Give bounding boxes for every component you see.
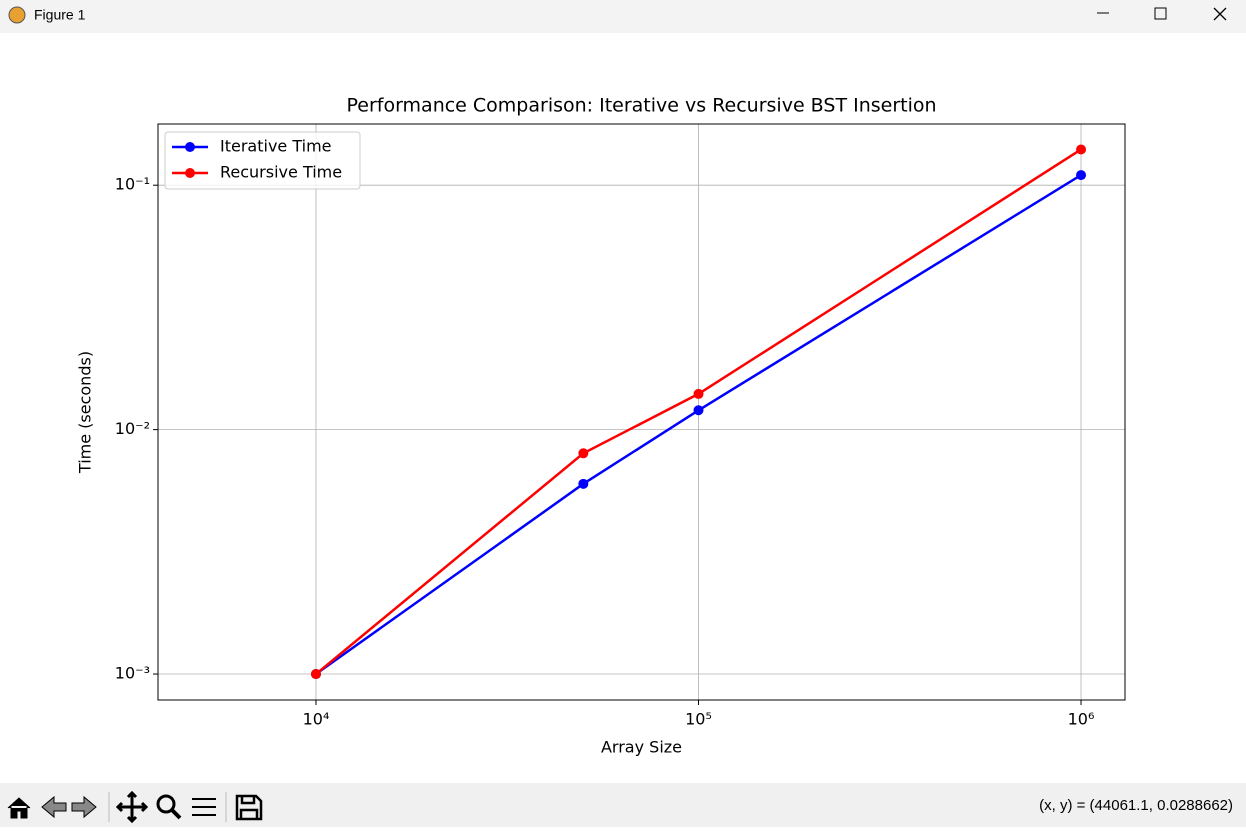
data-point bbox=[1076, 170, 1087, 181]
chart: Performance Comparison: Iterative vs Rec… bbox=[76, 95, 1126, 757]
data-point bbox=[578, 448, 589, 459]
status-text: (x, y) = (44061.1, 0.0288662) bbox=[1039, 797, 1233, 814]
y-tick-label: 10⁻¹ bbox=[115, 175, 150, 194]
close-button[interactable] bbox=[1213, 7, 1227, 21]
legend-label: Recursive Time bbox=[220, 163, 342, 182]
legend-marker bbox=[185, 142, 195, 152]
window-title: Figure 1 bbox=[34, 7, 86, 23]
toolbar bbox=[0, 783, 1246, 827]
series-line bbox=[315, 148, 1082, 675]
zoom-handle bbox=[170, 808, 182, 820]
data-point bbox=[693, 405, 704, 416]
legend-label: Iterative Time bbox=[220, 137, 332, 156]
data-point bbox=[310, 669, 321, 680]
legend-marker bbox=[185, 168, 195, 178]
plot-frame bbox=[157, 123, 1126, 701]
y-tick-label: 10⁻³ bbox=[115, 664, 150, 683]
x-tick-label: 10⁴ bbox=[303, 710, 330, 729]
data-point bbox=[578, 478, 589, 489]
back-button[interactable] bbox=[41, 795, 67, 819]
zoom-button[interactable] bbox=[156, 794, 176, 814]
home-button[interactable] bbox=[7, 797, 31, 819]
configure-button[interactable] bbox=[192, 798, 216, 816]
chart-title: Performance Comparison: Iterative vs Rec… bbox=[346, 95, 936, 117]
data-point bbox=[693, 388, 704, 399]
maximize-button[interactable] bbox=[1154, 7, 1167, 20]
x-axis-label: Array Size bbox=[601, 738, 682, 757]
x-tick-label: 10⁵ bbox=[685, 710, 712, 729]
y-axis-label: Time (seconds) bbox=[76, 351, 95, 474]
app-icon bbox=[8, 6, 26, 24]
series-line bbox=[315, 174, 1082, 676]
data-point bbox=[1076, 144, 1087, 155]
pan-button[interactable] bbox=[115, 790, 149, 824]
forward-button[interactable] bbox=[71, 795, 97, 819]
legend-box bbox=[164, 131, 361, 190]
y-tick-label: 10⁻² bbox=[115, 419, 150, 438]
save-button[interactable] bbox=[235, 794, 263, 821]
title-bar bbox=[0, 0, 1246, 33]
x-tick-label: 10⁶ bbox=[1068, 710, 1095, 729]
